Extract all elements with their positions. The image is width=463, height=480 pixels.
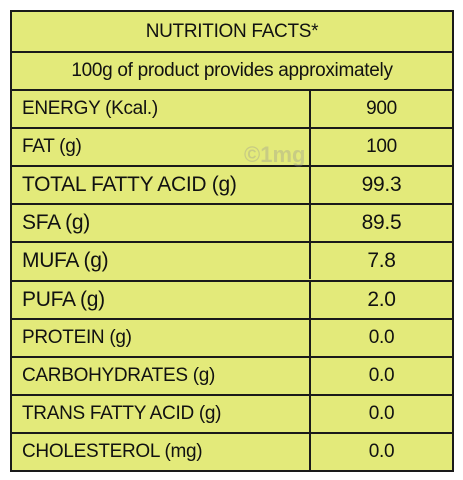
nutrition-label: NUTRITION FACTS* 100g of product provide… xyxy=(10,10,454,472)
nutrient-name: TOTAL FATTY ACID (g) xyxy=(22,173,237,197)
nutrient-name: ENERGY (Kcal.) xyxy=(22,98,158,120)
nutrient-name: CHOLESTEROL (mg) xyxy=(22,440,203,462)
nutrient-name: FAT (g) xyxy=(22,136,82,158)
nutrient-value: 89.5 xyxy=(309,205,452,242)
table-row: FAT (g) 100 xyxy=(12,127,452,166)
nutrient-value: 0.0 xyxy=(309,319,452,356)
table-row: CHOLESTEROL (mg) 0.0 xyxy=(12,431,452,470)
table-row: ENERGY (Kcal.) 900 xyxy=(12,89,452,128)
table-row: SFA (g) 89.5 xyxy=(12,203,452,242)
table-row: PROTEIN (g) 0.0 xyxy=(12,317,452,356)
nutrient-value: 100 xyxy=(309,129,452,166)
nutrient-value: 0.0 xyxy=(309,357,452,394)
table-row: PUFA (g) 2.0 xyxy=(12,279,452,318)
nutrient-name: TRANS FATTY ACID (g) xyxy=(22,402,222,424)
title-row: NUTRITION FACTS* xyxy=(12,12,452,51)
subtitle-row: 100g of product provides approximately xyxy=(12,51,452,89)
title: NUTRITION FACTS* xyxy=(145,20,319,42)
nutrient-name: CARBOHYDRATES (g) xyxy=(22,364,216,386)
table-row: MUFA (g) 7.8 xyxy=(12,241,452,280)
nutrient-name: PROTEIN (g) xyxy=(22,326,132,348)
table-row: CARBOHYDRATES (g) 0.0 xyxy=(12,355,452,394)
watermark: ©1mg xyxy=(244,142,306,167)
nutrient-name: SFA (g) xyxy=(22,211,90,235)
subtitle: 100g of product provides approximately xyxy=(71,60,393,81)
nutrient-value: 900 xyxy=(309,91,452,128)
nutrient-value: 0.0 xyxy=(309,395,452,432)
table-row: TRANS FATTY ACID (g) 0.0 xyxy=(12,393,452,432)
nutrient-name: MUFA (g) xyxy=(22,249,109,273)
nutrient-name: PUFA (g) xyxy=(22,287,105,311)
table-row: TOTAL FATTY ACID (g) 99.3 xyxy=(12,165,452,204)
nutrient-value: 0.0 xyxy=(309,433,452,470)
nutrient-value: 99.3 xyxy=(309,167,452,204)
nutrient-value: 7.8 xyxy=(309,243,452,280)
nutrient-value: 2.0 xyxy=(309,281,452,318)
